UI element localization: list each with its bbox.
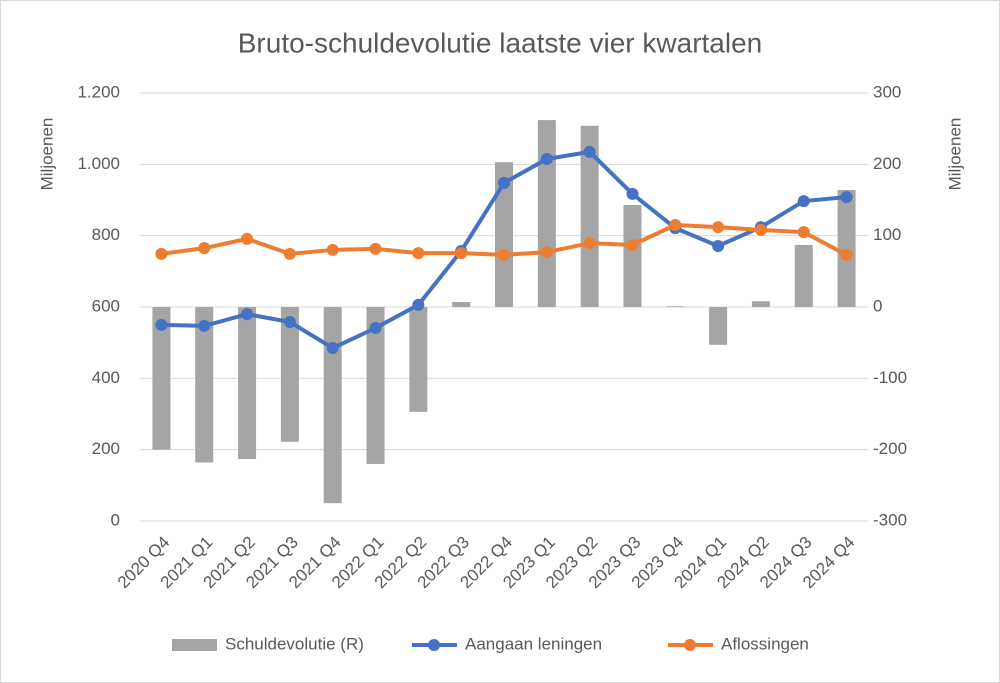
legend-label: Aangaan leningen [465, 634, 602, 653]
marker [712, 240, 725, 253]
legend-label: Schuldevolutie (R) [225, 634, 364, 653]
marker [369, 242, 382, 255]
y2-tick-label: -100 [873, 368, 907, 387]
marker [498, 248, 510, 261]
bar [623, 204, 642, 307]
y2-tick-label: 200 [873, 154, 901, 173]
marker [626, 187, 639, 200]
y-tick-label: 1.200 [77, 82, 120, 101]
bar [709, 307, 728, 345]
bar [323, 307, 342, 504]
marker [155, 318, 168, 331]
marker [369, 322, 382, 335]
bar [537, 120, 556, 308]
marker [412, 247, 425, 260]
y2-tick-label: -200 [873, 439, 907, 458]
bar [580, 125, 599, 308]
marker [283, 315, 296, 328]
bar [751, 301, 770, 307]
marker [198, 242, 211, 255]
marker [797, 226, 810, 239]
legend-swatch [172, 639, 217, 651]
chart-title: Bruto-schuldevolutie laatste vier kwarta… [238, 27, 762, 58]
y-tick-label: 400 [92, 368, 120, 387]
y-tick-label: 1.000 [77, 154, 120, 173]
bar [152, 307, 171, 450]
marker [840, 191, 853, 204]
y2-axis-title: Miljoenen [945, 118, 964, 191]
bar [837, 190, 856, 307]
bar [452, 302, 471, 307]
marker [540, 152, 553, 165]
marker [626, 238, 639, 251]
marker [583, 237, 596, 250]
marker [455, 247, 468, 260]
marker [155, 247, 168, 260]
marker [326, 243, 339, 256]
legend-marker [684, 639, 696, 651]
y2-tick-label: 0 [873, 296, 882, 315]
bar [666, 306, 685, 308]
marker [326, 342, 339, 355]
y2-tick-label: 300 [873, 82, 901, 101]
legend-label: Aflossingen [721, 634, 809, 653]
marker [498, 176, 510, 189]
y-tick-label: 800 [92, 225, 120, 244]
marker [712, 221, 725, 234]
bar [794, 244, 813, 307]
marker [754, 223, 767, 236]
bar [238, 307, 257, 459]
marker [840, 248, 853, 261]
y-tick-label: 600 [92, 296, 120, 315]
bar [366, 307, 385, 464]
bar [495, 162, 513, 307]
bar [409, 307, 428, 412]
bar [280, 307, 299, 442]
y-tick-label: 0 [111, 510, 120, 529]
marker [669, 218, 682, 231]
marker [583, 145, 596, 158]
marker [241, 308, 254, 321]
legend-marker [428, 639, 440, 651]
marker [412, 298, 425, 311]
y-tick-label: 200 [92, 439, 120, 458]
y2-tick-label: -300 [873, 510, 907, 529]
marker [283, 247, 296, 260]
marker [797, 195, 810, 208]
marker [241, 232, 254, 245]
y2-tick-label: 100 [873, 225, 901, 244]
bar [195, 307, 214, 463]
marker [198, 319, 211, 332]
marker [540, 246, 553, 259]
y-axis-title: Miljoenen [37, 118, 56, 191]
